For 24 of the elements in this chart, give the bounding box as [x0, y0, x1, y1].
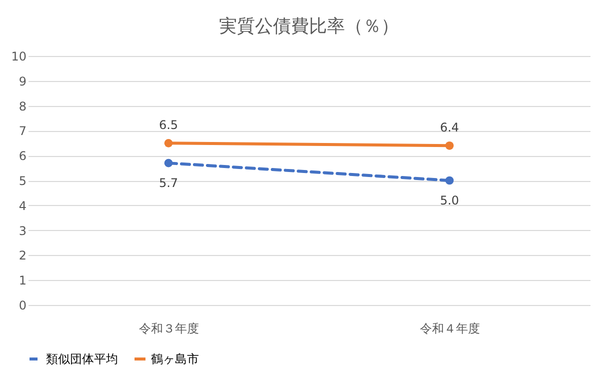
chart-title: 実質公債費比率（％） — [219, 16, 399, 37]
y-tick-label: 2 — [18, 248, 26, 263]
y-tick-label: 0 — [18, 298, 26, 312]
x-tick-label: 令和３年度 — [139, 322, 199, 336]
legend-label: 類似団体平均 — [46, 352, 118, 366]
y-tick-label: 4 — [18, 198, 26, 213]
y-tick-label: 5 — [18, 174, 26, 188]
y-tick-label: 6 — [18, 149, 26, 164]
data-label: 5.0 — [440, 194, 460, 208]
x-tick-label: 令和４年度 — [420, 322, 480, 336]
y-tick-label: 1 — [18, 274, 26, 288]
data-label: 5.7 — [158, 176, 178, 190]
data-label: 6.4 — [440, 120, 460, 135]
legend-label: 鶴ヶ島市 — [151, 352, 199, 366]
point — [445, 176, 454, 185]
point — [445, 141, 454, 150]
y-tick-label: 10 — [11, 50, 26, 64]
y-tick-label: 3 — [18, 224, 26, 238]
point — [164, 138, 173, 148]
y-tick-label: 8 — [18, 99, 26, 114]
point — [164, 158, 173, 168]
y-tick-label: 9 — [18, 74, 26, 88]
data-label: 6.5 — [158, 118, 178, 132]
y-tick-label: 7 — [18, 124, 26, 138]
